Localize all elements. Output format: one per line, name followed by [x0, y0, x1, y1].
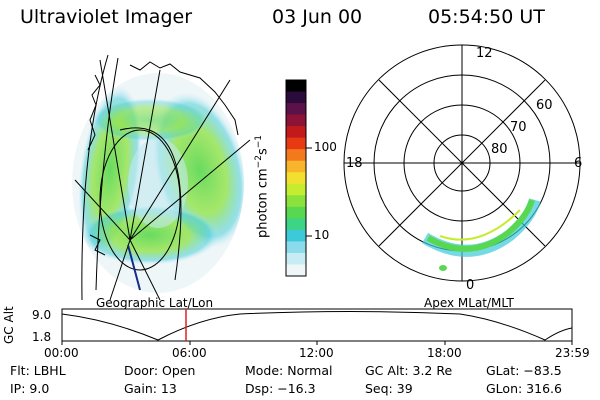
lat-label-60: 60 — [536, 98, 553, 113]
info-glon: GLon: 316.6 — [486, 381, 562, 396]
colorbar-tick-100: 100 — [314, 140, 337, 154]
terminator-line — [127, 244, 141, 291]
colorbar-band — [286, 206, 306, 219]
timeline-xtick-0000: 00:00 — [44, 346, 79, 360]
geographic-grid — [74, 54, 251, 301]
info-dsp: Dsp: −16.3 — [245, 381, 316, 396]
mlt-label-0: 0 — [466, 278, 475, 293]
timeline-ytick-high: 9.0 — [32, 308, 52, 322]
colorbar-band — [286, 264, 306, 277]
coastlines — [87, 61, 239, 256]
mlt-label-6: 6 — [574, 156, 583, 171]
colorbar-band — [286, 126, 306, 139]
mlt-label-18: 18 — [346, 156, 363, 171]
apex-caption: Apex MLat/MLT — [424, 296, 514, 310]
lat-label-70: 70 — [510, 120, 527, 135]
timeline-xtick-2359: 23:59 — [555, 346, 590, 360]
info-seq: Seq: 39 — [365, 381, 413, 396]
timeline-xtick-1200: 12:00 — [299, 346, 334, 360]
colorbar-band — [286, 252, 306, 265]
colorbar-band — [286, 149, 306, 162]
time-label: 05:54:50 UT — [428, 6, 545, 28]
info-mode: Mode: Normal — [245, 363, 333, 378]
aurora-oval — [421, 198, 541, 271]
timeline-axis-title: GC Alt — [2, 306, 16, 344]
colorbar-tick-10: 10 — [314, 228, 330, 242]
colorbar-band — [286, 103, 306, 116]
lat-label-80: 80 — [491, 142, 508, 157]
colorbar-band — [286, 241, 306, 254]
colorbar-band — [286, 160, 306, 173]
colorbar-band — [286, 195, 306, 208]
info-gc-alt: GC Alt: 3.2 Re — [365, 363, 453, 378]
colorbar-band — [286, 80, 306, 93]
date-label: 03 Jun 00 — [272, 6, 363, 28]
colorbar-band — [286, 229, 306, 242]
info-ip: IP: 9.0 — [10, 381, 50, 396]
timeline-xtick-1800: 18:00 — [427, 346, 462, 360]
info-door: Door: Open — [124, 363, 196, 378]
colorbar-band — [286, 91, 306, 104]
instrument-title: Ultraviolet Imager — [20, 6, 193, 28]
info-filter: Flt: LBHL — [10, 363, 66, 378]
info-glat: GLat: −83.5 — [486, 363, 562, 378]
colorbar-band — [286, 183, 306, 196]
geographic-caption: Geographic Lat/Lon — [96, 296, 214, 310]
info-gain: Gain: 13 — [124, 381, 177, 396]
mlt-label-12: 12 — [476, 46, 493, 61]
colorbar-band — [286, 137, 306, 150]
timeline-ytick-low: 1.8 — [32, 330, 52, 344]
aurora-emission — [72, 73, 244, 293]
colorbar-band — [286, 114, 306, 127]
colorbar-band — [286, 172, 306, 185]
timeline-xtick-0600: 06:00 — [172, 346, 207, 360]
colorbar-band — [286, 218, 306, 231]
